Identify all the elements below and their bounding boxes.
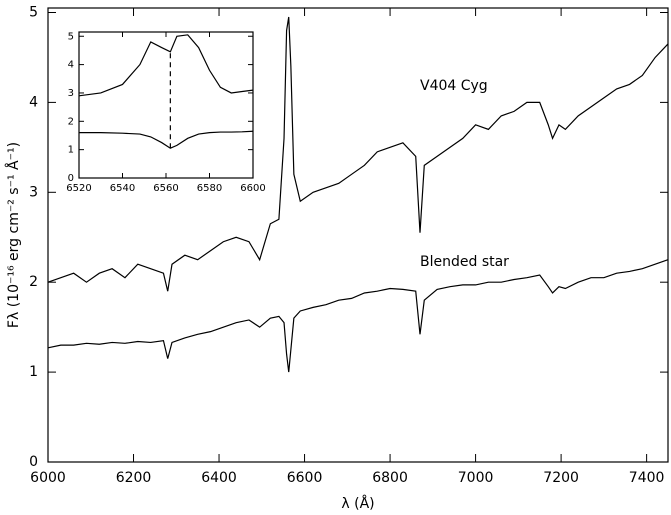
x-tick-label: 6600 (240, 183, 265, 194)
x-tick-label: 6800 (372, 470, 408, 486)
y-tick-label: 5 (68, 31, 74, 42)
y-tick-label: 3 (29, 184, 38, 200)
x-tick-label: 6520 (66, 183, 91, 194)
spectrum-line (79, 130, 254, 149)
x-tick-label: 6000 (30, 470, 66, 486)
plot-frame (78, 31, 254, 179)
y-tick-label: 2 (29, 274, 38, 290)
x-tick-label: 6540 (110, 183, 135, 194)
x-tick-label: 6600 (287, 470, 323, 486)
y-tick-label: 3 (68, 88, 74, 99)
inset: 6520 6540 6560 6580 6600 0 1 2 3 4 5 (66, 31, 265, 194)
series-label: Blended star (420, 254, 509, 270)
x-tick-label: 6580 (197, 183, 222, 194)
x-tick-label: 6400 (201, 470, 237, 486)
spectrum-line (78, 34, 254, 97)
x-axis-label: λ (Å) (341, 495, 374, 512)
y-tick-label: 4 (29, 94, 38, 110)
y-tick-label: 2 (68, 116, 74, 127)
y-tick-label: 0 (68, 173, 74, 184)
y-tick-label: 0 (29, 454, 38, 470)
series-label: V404 Cyg (420, 78, 488, 94)
y-tick-label: 1 (68, 145, 74, 156)
y-tick-label: 1 (29, 364, 38, 380)
x-tick-label: 7400 (629, 470, 665, 486)
y-tick-label: 5 (29, 4, 38, 20)
x-tick-label: 6560 (153, 183, 178, 194)
spectrum-line (47, 16, 669, 292)
x-tick-label: 6200 (116, 470, 152, 486)
x-tick-label: 7200 (543, 470, 579, 486)
y-axis-label: Fλ (10⁻¹⁶ erg cm⁻² s⁻¹ Å⁻¹) (5, 142, 22, 328)
x-tick-label: 7000 (458, 470, 494, 486)
y-tick-label: 4 (68, 60, 74, 71)
spectrum-line (47, 259, 669, 373)
